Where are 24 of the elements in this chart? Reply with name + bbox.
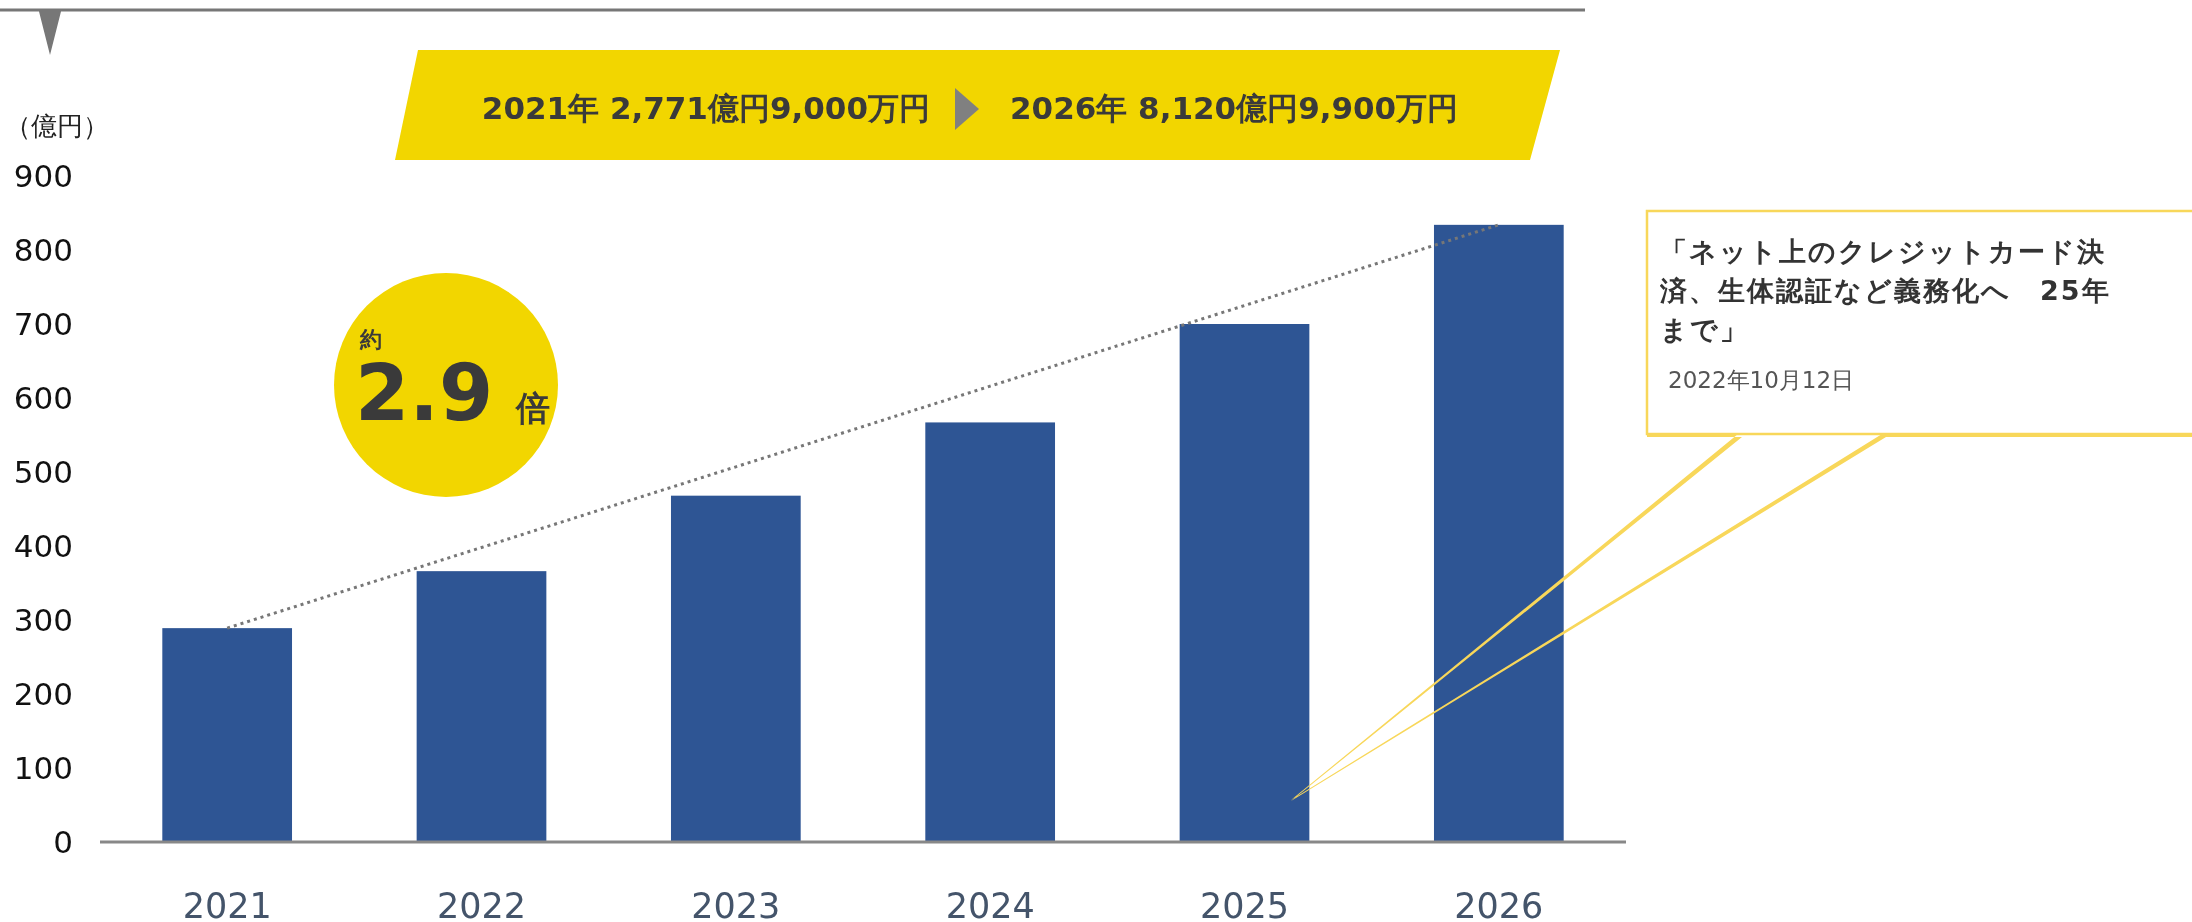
x-tick-label: 2026: [1454, 886, 1544, 922]
x-tick-label: 2022: [436, 886, 527, 922]
x-tick-label: 2021: [182, 886, 272, 922]
y-tick-label: 300: [13, 602, 73, 638]
text: 2021年 2,771億円9,000万円: [481, 90, 930, 126]
y-tick-label: 200: [13, 676, 73, 712]
y-axis-title: （億円）: [5, 111, 109, 141]
y-tick-label: 0: [53, 824, 73, 860]
annotation: 倍: [515, 388, 550, 428]
y-tick-label: 800: [13, 232, 73, 268]
y-tick-label: 700: [13, 306, 73, 342]
x-tick-label: 2023: [691, 886, 781, 922]
text: 「ネット上のクレジットカード決済、生体認証など義務化へ 25年まで」: [1660, 235, 2112, 347]
y-tick-label: 400: [13, 528, 73, 564]
x-tick-label: 2024: [945, 886, 1035, 922]
text: 2026年 8,120億円9,900万円: [1010, 90, 1459, 126]
text: 2022年10月12日: [1668, 367, 1855, 393]
line-series: [225, 223, 1501, 630]
y-tick-label: 900: [13, 158, 73, 194]
y-tick-label: 100: [13, 750, 73, 786]
y-tick-label: 500: [13, 454, 73, 490]
y-tick-label: 600: [13, 380, 73, 416]
annotation: 約: [359, 327, 382, 352]
x-tick-label: 2025: [1199, 886, 1290, 922]
